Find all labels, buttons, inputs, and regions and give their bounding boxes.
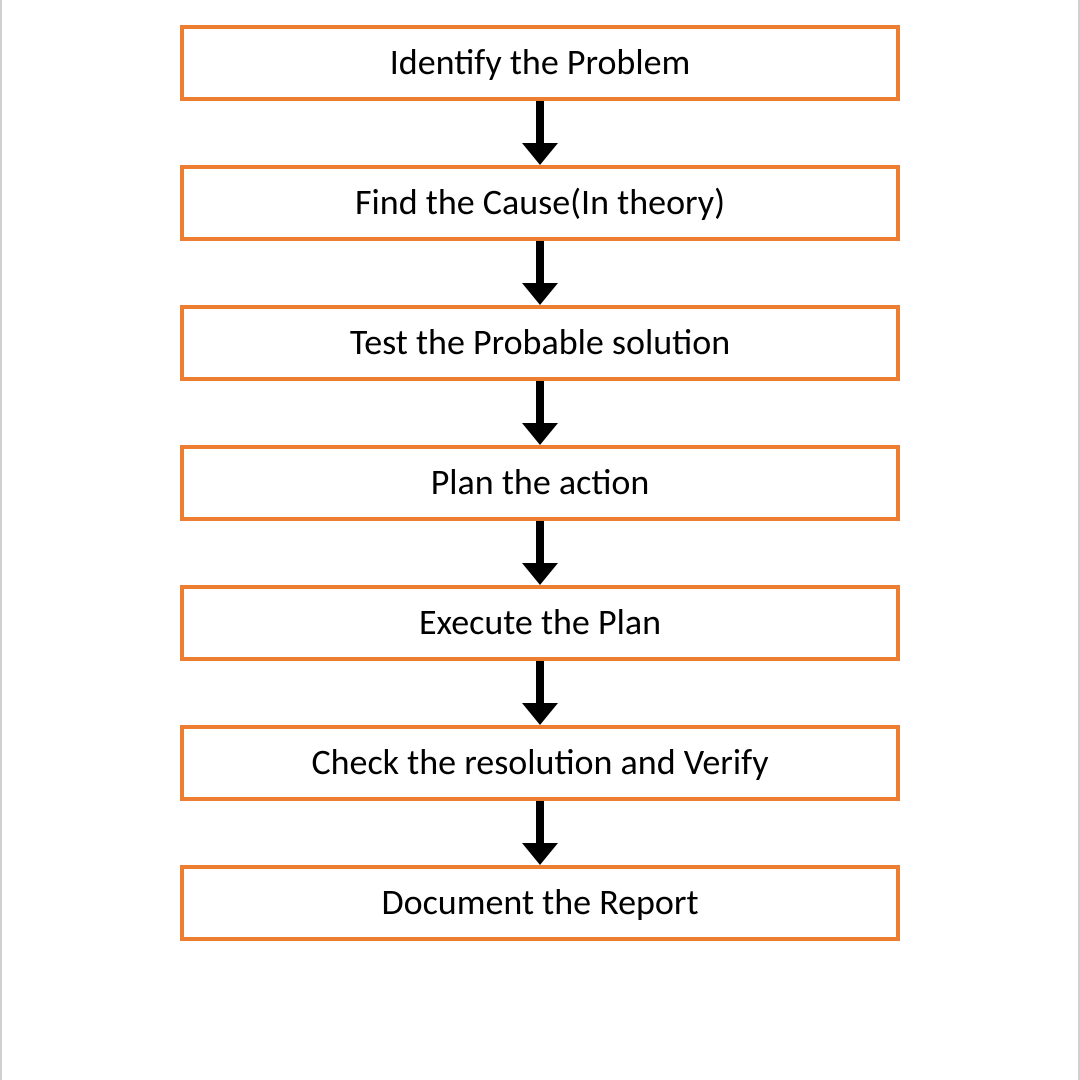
flow-node: Plan the action — [180, 445, 900, 521]
flow-arrow — [522, 661, 558, 725]
flow-node: Identify the Problem — [180, 25, 900, 101]
flow-node-label: Find the Cause(In theory) — [355, 181, 725, 224]
flow-node-label: Plan the action — [431, 461, 650, 504]
flow-arrow — [522, 801, 558, 865]
flow-node-label: Document the Report — [381, 881, 698, 924]
flow-node: Test the Probable solution — [180, 305, 900, 381]
arrow-head-icon — [522, 563, 558, 585]
flow-arrow — [522, 521, 558, 585]
arrow-head-icon — [522, 143, 558, 165]
arrow-head-icon — [522, 703, 558, 725]
arrow-head-icon — [522, 423, 558, 445]
arrow-shaft-icon — [536, 381, 544, 423]
arrow-shaft-icon — [536, 661, 544, 703]
flow-node-label: Execute the Plan — [419, 601, 661, 644]
arrow-shaft-icon — [536, 241, 544, 283]
flow-node: Execute the Plan — [180, 585, 900, 661]
flow-arrow — [522, 241, 558, 305]
arrow-shaft-icon — [536, 801, 544, 843]
flow-node-label: Test the Probable solution — [350, 321, 730, 364]
page-border-left — [0, 0, 2, 1080]
arrow-head-icon — [522, 283, 558, 305]
arrow-shaft-icon — [536, 101, 544, 143]
flow-node: Check the resolution and Verify — [180, 725, 900, 801]
flow-arrow — [522, 381, 558, 445]
arrow-shaft-icon — [536, 521, 544, 563]
flow-node: Find the Cause(In theory) — [180, 165, 900, 241]
flow-node-label: Check the resolution and Verify — [311, 741, 768, 784]
flow-node: Document the Report — [180, 865, 900, 941]
flow-node-label: Identify the Problem — [390, 41, 691, 84]
flow-arrow — [522, 101, 558, 165]
flowchart-container: Identify the Problem Find the Cause(In t… — [0, 0, 1080, 1080]
arrow-head-icon — [522, 843, 558, 865]
